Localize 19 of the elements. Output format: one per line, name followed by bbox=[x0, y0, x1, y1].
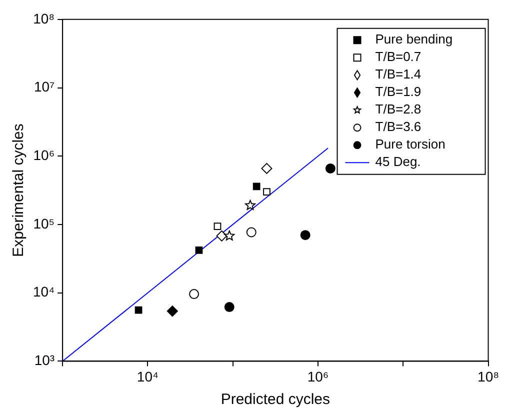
y-tick-label: 10⁷ bbox=[34, 78, 55, 95]
legend-label: T/B=1.4 bbox=[375, 66, 422, 82]
legend-label: Pure torsion bbox=[375, 136, 446, 152]
y-tick-label: 10⁴ bbox=[32, 284, 55, 300]
legend-label: T/B=3.6 bbox=[375, 119, 422, 134]
x-axis-title: Predicted cycles bbox=[220, 391, 330, 408]
legend-label: T/B=1.9 bbox=[375, 84, 422, 100]
legend-label: T/B=2.8 bbox=[375, 102, 422, 117]
legend-label: 45 Deg. bbox=[375, 154, 421, 170]
y-tick-label: 10⁸ bbox=[33, 10, 55, 26]
x-tick-label: 10⁸ bbox=[478, 368, 500, 384]
legend-label: Pure bending bbox=[375, 32, 453, 47]
x-tick-label: 10⁶ bbox=[307, 368, 329, 384]
x-tick-label: 10⁴ bbox=[136, 368, 159, 384]
y-axis-title: Experimental cycles bbox=[10, 124, 28, 257]
legend-label: T/B=0.7 bbox=[375, 49, 422, 64]
y-tick-label: 10⁶ bbox=[33, 146, 55, 163]
y-tick-label: 10³ bbox=[34, 352, 55, 368]
y-tick-label: 10⁵ bbox=[33, 215, 55, 232]
